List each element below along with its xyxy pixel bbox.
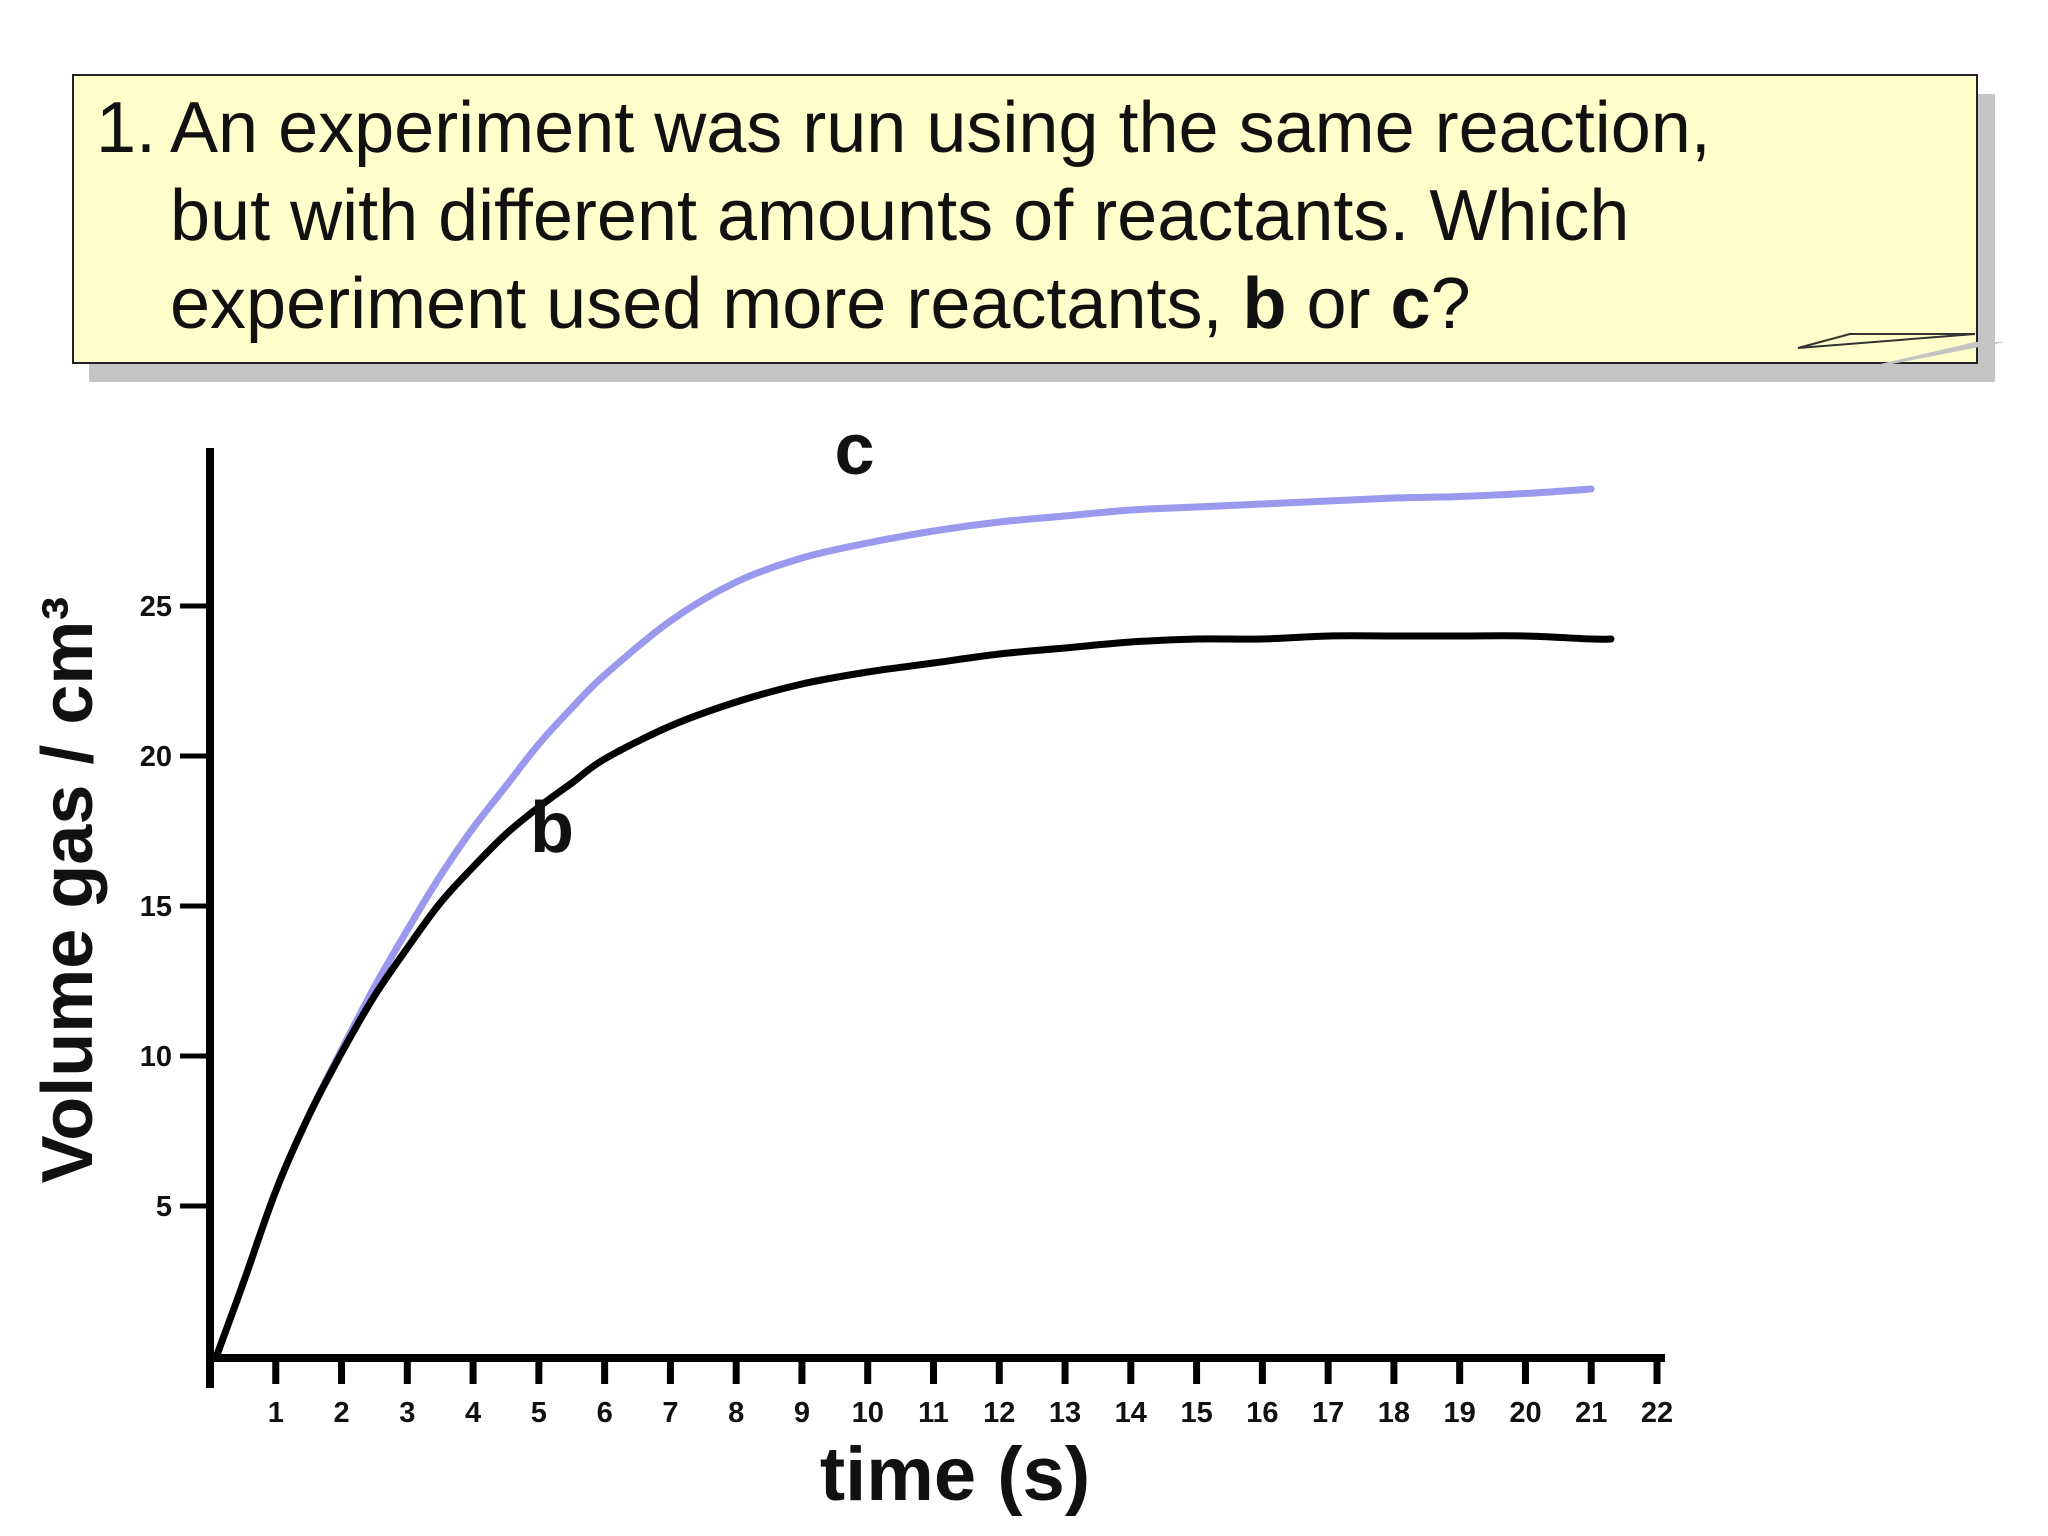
curve-label-b: b [530, 788, 574, 868]
x-tick-label: 1 [268, 1397, 284, 1429]
x-tick-label: 9 [794, 1397, 810, 1429]
x-tick-label: 22 [1641, 1397, 1673, 1429]
x-tick-label: 7 [662, 1397, 678, 1429]
x-tick-label: 11 [918, 1397, 949, 1429]
x-tick-label: 21 [1575, 1397, 1607, 1429]
x-axis-title: time (s) [820, 1432, 1090, 1517]
x-tick-label: 8 [728, 1397, 744, 1429]
x-tick-label: 10 [852, 1397, 884, 1429]
y-tick-label: 10 [140, 1041, 172, 1073]
y-tick-label: 20 [140, 741, 172, 773]
question-line-3-prefix: experiment used more reactants, [170, 264, 1243, 344]
question-or: or [1286, 264, 1391, 344]
question-note [72, 74, 1978, 364]
x-tick-label: 3 [399, 1397, 415, 1429]
x-tick-label: 4 [465, 1397, 481, 1429]
curve-label-c: c [835, 410, 875, 490]
x-tick-label: 18 [1378, 1397, 1410, 1429]
x-tick-label: 2 [333, 1397, 349, 1429]
y-tick-label: 15 [140, 891, 172, 923]
question-number: 1. [96, 88, 157, 168]
series-b-line [213, 632, 1615, 1360]
gas-volume-chart: 1 2 3 4 5 6 7 8 9 10 11 12 13 14 15 16 17 18 19 20 21 2251015… [28, 410, 1673, 1517]
option-c: c [1390, 264, 1431, 344]
question-line-2: but with different amounts of reactants.… [170, 176, 1630, 256]
x-tick-label: 5 [531, 1397, 547, 1429]
note-folded-corner [1797, 333, 2005, 378]
y-tick-label: 25 [140, 591, 172, 623]
x-tick-label: 14 [1115, 1397, 1147, 1429]
x-tick-label: 17 [1312, 1397, 1344, 1429]
x-tick-label: 19 [1444, 1397, 1476, 1429]
x-tick-label: 6 [597, 1397, 613, 1429]
option-b: b [1242, 264, 1287, 344]
y-tick-label: 5 [156, 1191, 172, 1223]
x-tick-label: 16 [1246, 1397, 1278, 1429]
x-tick-label: 20 [1509, 1397, 1541, 1429]
x-tick-label: 15 [1180, 1397, 1212, 1429]
question-text: 1. An experiment was run using the same … [96, 84, 1976, 348]
y-axis-title: Volume gas / cm³ [28, 597, 108, 1184]
x-tick-label: 13 [1049, 1397, 1081, 1429]
question-line-1: An experiment was run using the same rea… [170, 88, 1711, 168]
question-mark: ? [1430, 264, 1471, 344]
x-tick-label: 12 [983, 1397, 1015, 1429]
